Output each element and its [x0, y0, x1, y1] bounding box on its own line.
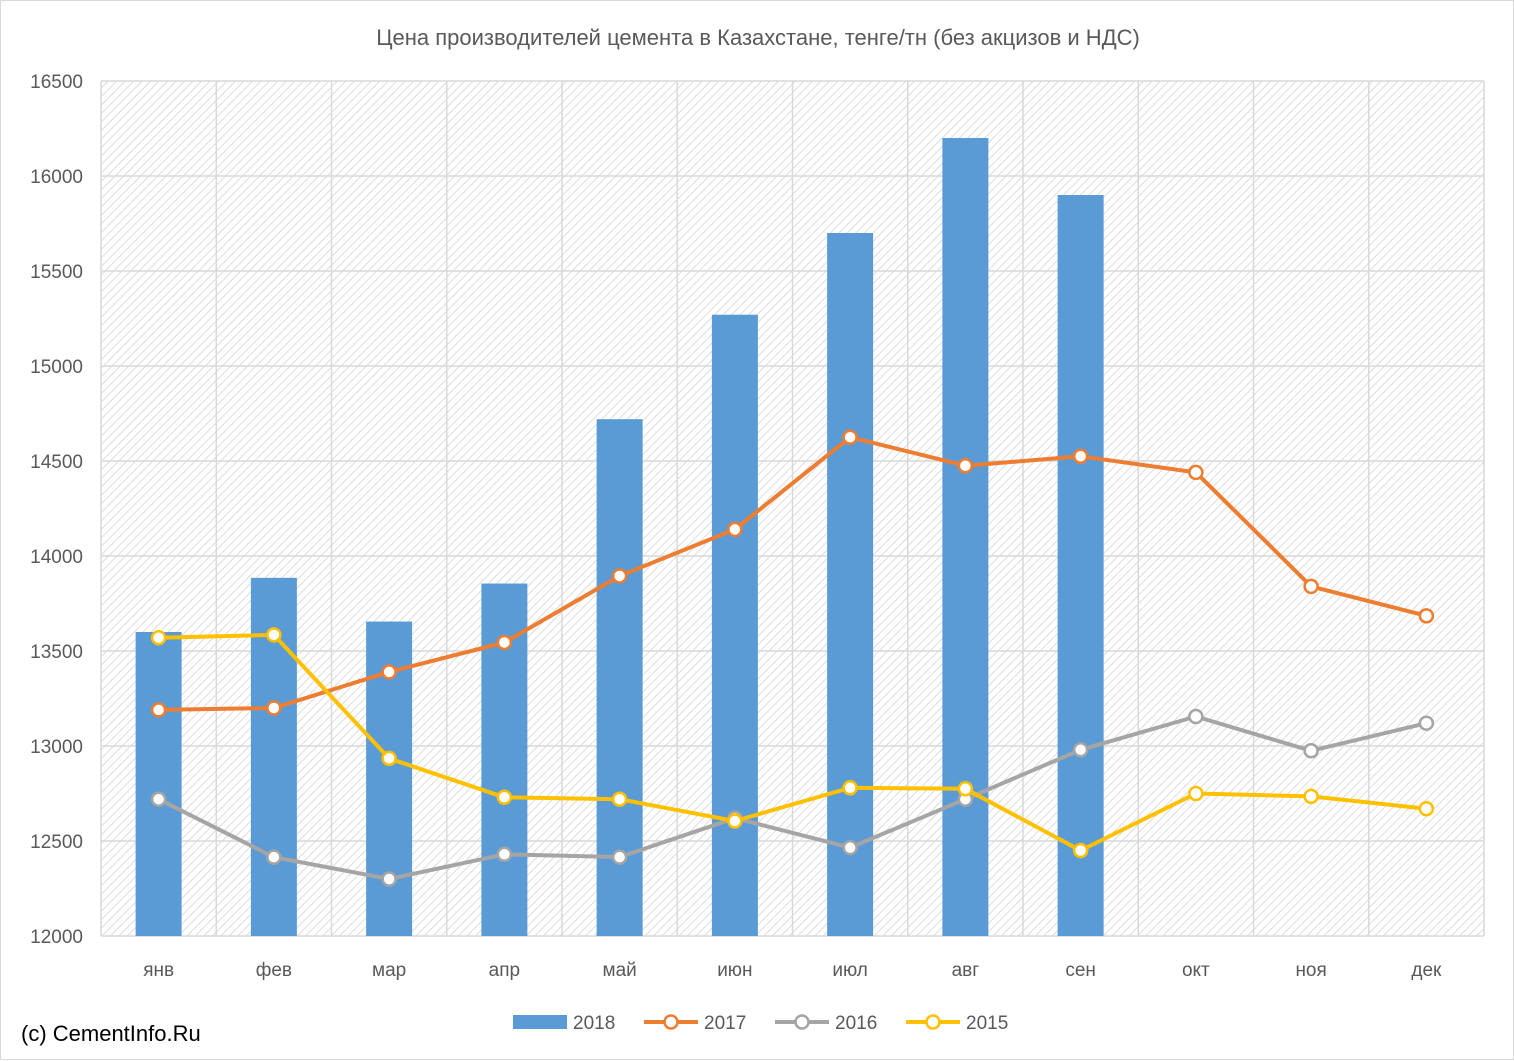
y-tick-label: 16000 [30, 167, 83, 188]
point-2016 [150, 791, 167, 807]
point-2015 [1072, 842, 1089, 859]
line-2017 [158, 435, 1427, 712]
x-tick-label: июн [717, 960, 752, 981]
bar-2018 [711, 314, 758, 936]
point-2015 [266, 627, 282, 643]
point-2015 [957, 781, 974, 797]
x-tick-label: дек [1411, 960, 1442, 981]
x-tick-label: окт [1182, 960, 1210, 981]
y-tick-label: 13000 [30, 737, 83, 758]
point-2017 [1418, 608, 1435, 624]
legend-marker-2016 [794, 1014, 810, 1030]
x-tick-label: сен [1065, 960, 1096, 981]
legend-marker-2015 [925, 1014, 941, 1030]
x-tick-label: июл [832, 960, 868, 981]
legend-marker-2017 [663, 1014, 679, 1030]
point-2016 [496, 846, 513, 863]
point-2016 [266, 849, 282, 865]
copyright-credit: (c) CementInfo.Ru [21, 1021, 201, 1046]
x-tick-label: апр [489, 960, 520, 981]
legend-label-2015: 2015 [966, 1013, 1008, 1034]
legend-label-2018: 2018 [573, 1013, 615, 1034]
y-tick-label: 14000 [30, 547, 83, 568]
legend-label-2017: 2017 [704, 1013, 746, 1034]
point-2015 [1418, 800, 1435, 817]
point-2017 [496, 634, 513, 651]
x-tick-label: янв [143, 960, 174, 981]
y-tick-label: 15500 [30, 262, 83, 283]
y-tick-label: 13500 [30, 642, 83, 663]
point-2016 [1418, 715, 1435, 731]
y-tick-label: 12000 [30, 927, 83, 948]
bar-2018 [827, 233, 874, 936]
point-2016 [381, 871, 397, 887]
point-2016 [1072, 742, 1089, 758]
y-tick-label: 16500 [30, 72, 83, 93]
x-tick-label: фев [256, 960, 292, 981]
bar-2018 [135, 632, 182, 936]
point-2017 [957, 458, 974, 474]
x-tick-label: май [603, 960, 637, 981]
point-2016 [611, 849, 628, 865]
chart-title: Цена производителей цемента в Казахстане… [376, 25, 1140, 50]
point-2015 [150, 629, 167, 646]
point-2015 [1188, 785, 1204, 802]
x-tick-label: авг [952, 960, 980, 981]
bar-2018 [1057, 195, 1104, 936]
x-tick-label: мар [372, 960, 406, 981]
point-2016 [1303, 743, 1319, 759]
point-2017 [842, 429, 858, 445]
point-2017 [381, 664, 397, 680]
point-2015 [1303, 788, 1319, 805]
point-2015 [842, 780, 858, 796]
point-2017 [266, 700, 282, 716]
point-2017 [150, 702, 167, 718]
y-tick-label: 15000 [30, 357, 83, 378]
bar-2018 [942, 138, 989, 936]
line-2015 [158, 632, 1427, 853]
point-2015 [611, 791, 628, 807]
point-2015 [381, 750, 397, 767]
point-2015 [727, 813, 743, 829]
point-2015 [496, 789, 513, 806]
legend-swatch-2018 [513, 1015, 567, 1029]
point-2017 [611, 568, 628, 584]
point-2017 [1303, 578, 1319, 595]
point-2016 [1188, 708, 1204, 725]
point-2017 [1072, 448, 1089, 464]
point-2017 [727, 521, 743, 538]
y-tick-label: 14500 [30, 452, 83, 473]
x-tick-label: ноя [1295, 960, 1326, 981]
y-tick-label: 12500 [30, 832, 83, 853]
line-2016 [157, 714, 1427, 881]
point-2016 [842, 839, 858, 856]
legend-label-2016: 2016 [835, 1013, 877, 1034]
point-2017 [1188, 464, 1204, 481]
